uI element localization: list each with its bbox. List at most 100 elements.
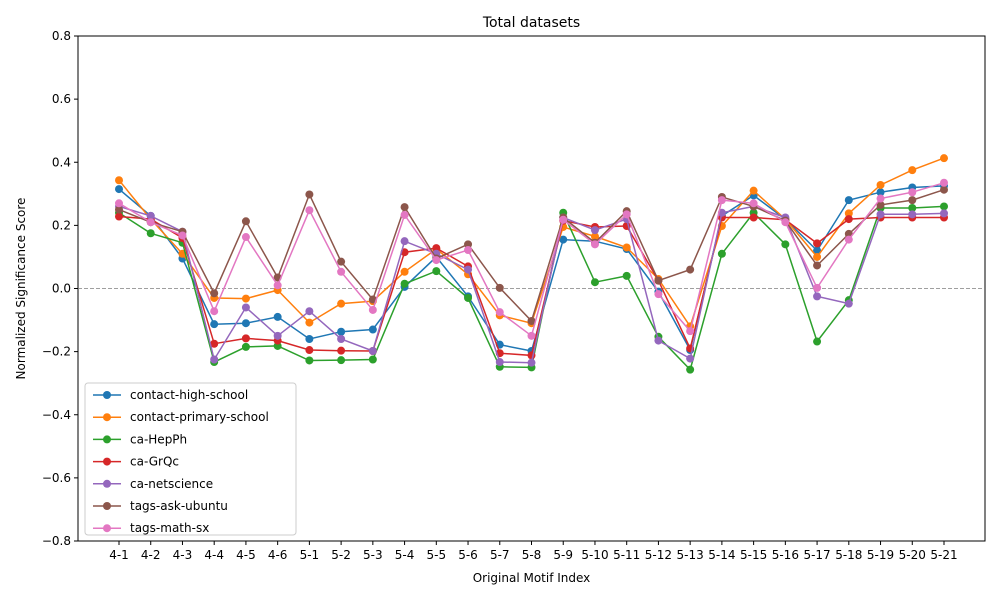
legend-marker — [103, 502, 111, 510]
data-point — [590, 240, 599, 249]
x-tick-label: 5-19 — [867, 548, 894, 562]
data-point — [749, 199, 758, 208]
x-tick-label: 5-5 — [427, 548, 447, 562]
data-point — [115, 199, 123, 208]
data-point — [813, 337, 822, 346]
data-point — [940, 209, 948, 218]
x-tick-label: 4-3 — [173, 548, 193, 562]
data-point — [622, 243, 631, 252]
data-point — [400, 203, 409, 212]
legend-item: ca-HepPh — [93, 432, 187, 446]
legend-marker — [103, 457, 111, 466]
data-point — [305, 356, 314, 365]
legend-item: tags-math-sx — [93, 521, 209, 535]
data-point — [400, 279, 409, 288]
data-point — [241, 233, 250, 242]
data-point — [368, 355, 377, 364]
data-point — [210, 307, 219, 316]
legend-label: tags-math-sx — [130, 521, 209, 535]
data-point — [527, 317, 536, 326]
data-point — [940, 154, 948, 163]
x-tick-label: 5-8 — [522, 548, 542, 562]
x-tick-label: 5-14 — [708, 548, 735, 562]
x-tick-label: 5-2 — [331, 548, 351, 562]
data-point — [876, 188, 885, 197]
data-point — [368, 325, 377, 334]
legend-marker — [103, 479, 111, 488]
data-point — [590, 278, 599, 287]
data-point — [432, 256, 441, 265]
data-point — [241, 294, 250, 303]
data-point — [622, 271, 631, 280]
data-point — [686, 365, 695, 374]
data-point — [749, 186, 758, 195]
data-point — [241, 319, 250, 328]
legend-marker — [103, 391, 111, 399]
x-tick-label: 5-21 — [930, 548, 957, 562]
data-point — [305, 335, 314, 343]
data-point — [908, 204, 917, 213]
data-point — [400, 267, 409, 276]
y-tick-label: 0.0 — [52, 282, 71, 296]
legend-label: ca-netscience — [130, 477, 213, 491]
data-point — [273, 312, 282, 321]
data-point — [115, 185, 123, 194]
legend-label: tags-ask-ubuntu — [130, 499, 228, 513]
data-point — [908, 188, 917, 197]
data-point — [210, 355, 219, 364]
x-tick-label: 5-3 — [363, 548, 383, 562]
data-point — [146, 229, 155, 238]
data-point — [622, 210, 631, 219]
data-point — [305, 346, 314, 355]
legend-label: contact-primary-school — [130, 410, 269, 424]
data-point — [876, 210, 885, 219]
data-point — [432, 244, 441, 253]
x-tick-label: 5-12 — [645, 548, 672, 562]
data-point — [210, 289, 219, 298]
legend: contact-high-school contact-primary-schoo… — [84, 382, 297, 536]
data-point — [908, 210, 917, 219]
data-point — [717, 196, 726, 205]
legend-item: ca-netscience — [93, 477, 213, 491]
data-point — [337, 257, 346, 266]
data-point — [590, 232, 599, 241]
data-point — [559, 215, 568, 224]
y-axis-title: Normalized Significance Score — [14, 198, 28, 380]
x-tick-label: 4-6 — [268, 548, 288, 562]
data-point — [813, 292, 822, 301]
data-point — [813, 252, 822, 261]
x-tick-label: 4-1 — [109, 548, 129, 562]
x-tick-label: 5-20 — [899, 548, 926, 562]
data-point — [749, 213, 758, 222]
y-tick-label: −0.6 — [42, 471, 71, 485]
y-tick-label: −0.4 — [42, 408, 71, 422]
x-tick-label: 4-2 — [141, 548, 161, 562]
data-point — [686, 354, 695, 363]
data-point — [337, 299, 346, 308]
data-point — [241, 217, 250, 226]
x-tick-label: 5-1 — [300, 548, 320, 562]
data-point — [241, 334, 250, 343]
x-tick-label: 5-18 — [835, 548, 862, 562]
legend-item: contact-high-school — [93, 388, 248, 402]
data-point — [305, 206, 314, 215]
data-point — [527, 331, 536, 340]
data-point — [146, 218, 155, 227]
data-point — [337, 346, 346, 355]
legend-label: contact-high-school — [130, 388, 248, 402]
data-point — [115, 205, 123, 214]
data-point — [495, 308, 504, 317]
data-point — [432, 267, 441, 276]
data-point — [590, 226, 599, 235]
data-point — [844, 235, 853, 244]
data-point — [305, 318, 314, 327]
data-point — [368, 346, 377, 355]
y-tick-label: 0.8 — [52, 29, 71, 43]
legend-marker — [103, 524, 111, 533]
x-tick-label: 5-16 — [772, 548, 799, 562]
data-point — [844, 299, 853, 308]
data-point — [781, 240, 790, 249]
y-tick-label: −0.2 — [42, 345, 71, 359]
x-tick-label: 4-5 — [236, 548, 256, 562]
data-point — [813, 283, 822, 292]
